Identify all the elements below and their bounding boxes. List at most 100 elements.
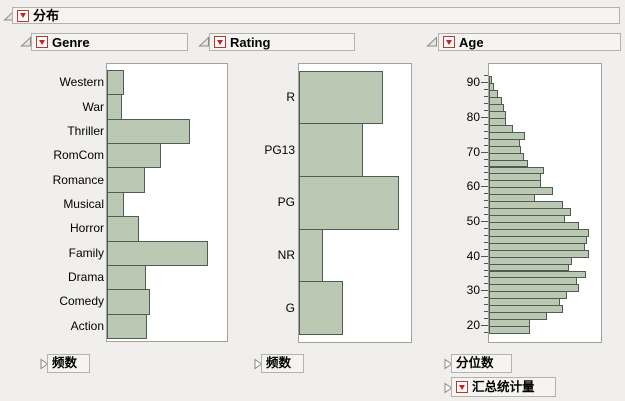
major-tick xyxy=(481,151,488,153)
minor-tick xyxy=(484,283,488,285)
major-tick xyxy=(481,255,488,257)
outline-header-frequencies-rating[interactable]: 频数 xyxy=(261,354,304,373)
minor-tick xyxy=(484,248,488,250)
disclosure-collapsed-icon[interactable] xyxy=(38,357,50,370)
frequencies-label: 频数 xyxy=(52,356,78,371)
axis-tick-label: 80 xyxy=(466,109,480,124)
histogram-bar-western[interactable] xyxy=(107,70,124,96)
minor-tick xyxy=(484,304,488,306)
minor-tick xyxy=(484,318,488,320)
outline-header-rating[interactable]: Rating xyxy=(209,33,355,51)
red-menu-icon[interactable] xyxy=(456,381,468,393)
minor-tick xyxy=(484,200,488,202)
major-tick xyxy=(481,116,488,118)
major-tick xyxy=(481,186,488,188)
axis-tick-label: PG xyxy=(277,195,295,210)
axis-tick-label: Musical xyxy=(63,197,104,211)
minor-tick xyxy=(484,75,488,77)
axis-tick-label: 40 xyxy=(466,248,480,263)
minor-tick xyxy=(484,172,488,174)
histogram-bar-horror[interactable] xyxy=(107,216,139,242)
axis-tick-label: War xyxy=(82,99,104,114)
axis-tick-label: 50 xyxy=(466,213,480,228)
minor-tick xyxy=(484,96,488,98)
axis-tick-label: Action xyxy=(70,318,104,333)
rating-histogram-plot xyxy=(298,63,412,343)
minor-tick xyxy=(484,276,488,278)
red-menu-icon[interactable] xyxy=(443,36,455,48)
axis-tick-label: Western xyxy=(59,75,104,90)
histogram-bar-pg[interactable] xyxy=(299,175,399,230)
major-tick xyxy=(481,324,488,326)
axis-tick-label: 90 xyxy=(466,75,480,90)
minor-tick xyxy=(484,331,488,333)
outline-header-age[interactable]: Age xyxy=(438,33,621,51)
summary-statistics-label: 汇总统计量 xyxy=(472,379,535,394)
minor-tick xyxy=(484,262,488,264)
axis-tick-label: RomCom xyxy=(53,148,104,163)
minor-tick xyxy=(484,234,488,236)
disclosure-collapsed-icon[interactable] xyxy=(442,381,454,394)
disclosure-open-icon[interactable] xyxy=(20,35,32,47)
frequencies-label: 频数 xyxy=(266,356,292,371)
outline-header-quantiles[interactable]: 分位数 xyxy=(451,354,512,373)
disclosure-collapsed-icon[interactable] xyxy=(252,357,264,370)
histogram-bar-family[interactable] xyxy=(107,240,208,266)
histogram-bar-comedy[interactable] xyxy=(107,289,150,315)
red-menu-icon[interactable] xyxy=(17,9,29,22)
major-tick xyxy=(481,82,488,84)
quantiles-label: 分位数 xyxy=(456,356,494,371)
major-tick xyxy=(481,220,488,222)
minor-tick xyxy=(484,165,488,167)
histogram-bar-war[interactable] xyxy=(107,94,122,120)
axis-tick-label: 20 xyxy=(466,317,480,332)
histogram-bar-action[interactable] xyxy=(107,313,147,339)
histogram-bar-drama[interactable] xyxy=(107,264,146,291)
axis-tick-label: Drama xyxy=(67,270,104,285)
minor-tick xyxy=(484,179,488,181)
histogram-bar-pg13[interactable] xyxy=(299,123,363,177)
age-histogram-plot xyxy=(488,63,602,343)
minor-tick xyxy=(484,137,488,139)
axis-tick-label: NR xyxy=(277,247,295,262)
axis-tick-label: R xyxy=(286,89,295,104)
axis-tick-label: 60 xyxy=(466,179,480,194)
minor-tick xyxy=(484,110,488,112)
red-menu-icon[interactable] xyxy=(214,36,226,48)
minor-tick xyxy=(484,227,488,229)
histogram-bar-musical[interactable] xyxy=(107,191,124,218)
axis-tick-label: Thriller xyxy=(67,123,104,138)
minor-tick xyxy=(484,130,488,132)
panel-title-rating: Rating xyxy=(230,34,271,50)
disclosure-open-icon[interactable] xyxy=(426,35,438,47)
genre-histogram-plot xyxy=(106,63,228,342)
outline-header-summary-statistics[interactable]: 汇总统计量 xyxy=(451,377,556,397)
histogram-bar-age-18[interactable] xyxy=(489,325,530,334)
minor-tick xyxy=(484,269,488,271)
minor-tick xyxy=(484,214,488,216)
outline-header-genre[interactable]: Genre xyxy=(31,33,188,51)
axis-tick-label: Romance xyxy=(52,172,104,187)
major-tick xyxy=(481,290,488,292)
minor-tick xyxy=(484,158,488,160)
panel-title-genre: Genre xyxy=(52,34,90,50)
outline-header-frequencies-genre[interactable]: 频数 xyxy=(47,354,90,373)
histogram-bar-romance[interactable] xyxy=(107,167,145,193)
disclosure-open-icon[interactable] xyxy=(198,35,210,47)
report-title: 分布 xyxy=(33,8,60,23)
histogram-bar-romcom[interactable] xyxy=(107,143,161,169)
minor-tick xyxy=(484,207,488,209)
histogram-bar-nr[interactable] xyxy=(299,228,323,283)
histogram-bar-r[interactable] xyxy=(299,70,383,125)
axis-tick-label: 70 xyxy=(466,144,480,159)
outline-header-distribution[interactable]: 分布 xyxy=(12,7,620,24)
minor-tick xyxy=(484,123,488,125)
histogram-bar-thriller[interactable] xyxy=(107,118,190,145)
histogram-bar-g[interactable] xyxy=(299,281,343,335)
minor-tick xyxy=(484,103,488,105)
disclosure-collapsed-icon[interactable] xyxy=(442,357,454,370)
minor-tick xyxy=(484,193,488,195)
red-menu-icon[interactable] xyxy=(36,36,48,48)
axis-tick-label: Family xyxy=(68,245,104,260)
